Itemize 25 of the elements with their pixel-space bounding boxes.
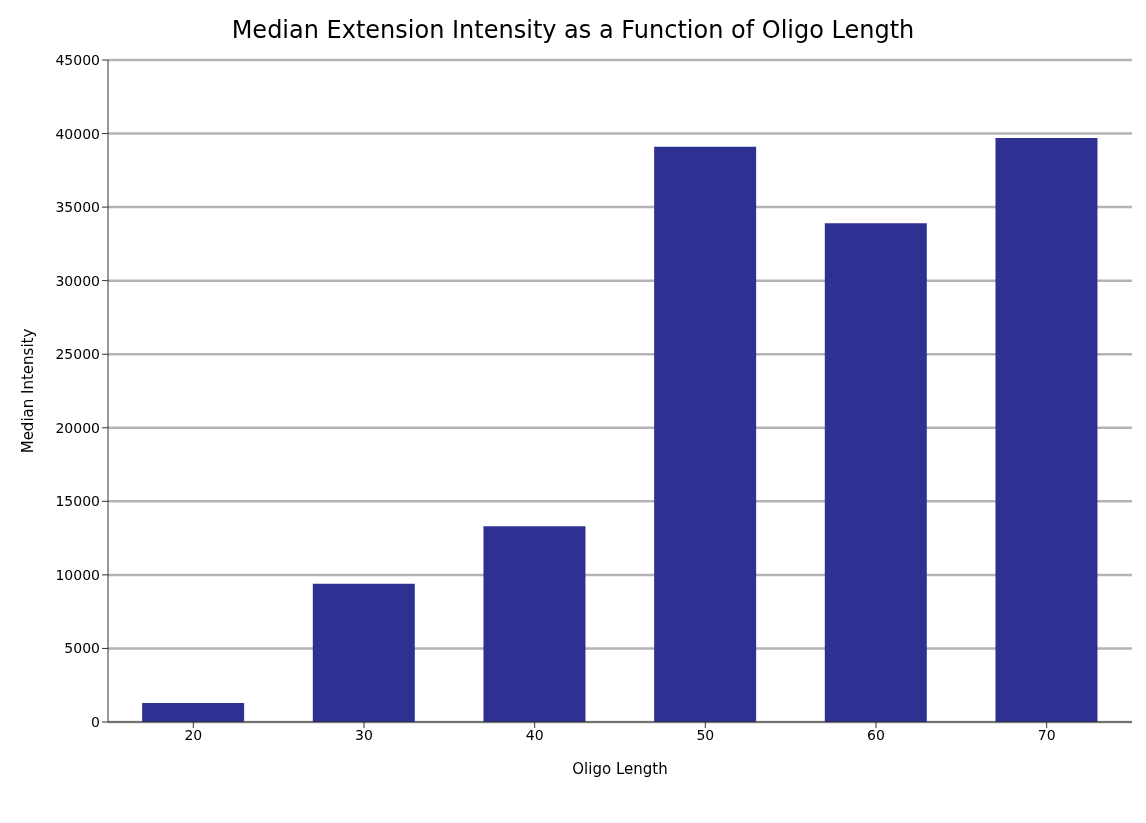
bar: [142, 702, 245, 722]
x-tick-label: 50: [696, 726, 715, 743]
x-tick-label: 60: [867, 726, 885, 743]
y-tick-label: 0: [91, 713, 100, 730]
x-tick-label: 70: [1037, 726, 1056, 743]
x-tick-label: 30: [355, 726, 373, 743]
y-tick-label: 20000: [55, 419, 100, 436]
x-tick-label: 40: [525, 726, 544, 743]
y-tick-label: 30000: [55, 272, 100, 289]
y-tick-label: 45000: [55, 51, 100, 68]
y-axis-title: Median Intensity: [19, 328, 38, 454]
y-tick-label: 25000: [55, 346, 100, 363]
bar: [654, 146, 757, 722]
bar: [483, 526, 586, 722]
x-axis-title: Oligo Length: [572, 760, 668, 778]
y-tick-label: 35000: [55, 199, 100, 216]
y-tick-label: 15000: [55, 493, 100, 510]
bar: [995, 137, 1098, 722]
bar: [824, 223, 927, 722]
y-tick-label: 40000: [55, 125, 100, 142]
y-tick-label: 5000: [64, 640, 100, 657]
x-tick-label: 20: [184, 726, 203, 743]
bar: [312, 583, 415, 722]
chart-title: Median Extension Intensity as a Function of Oligo Length: [230, 15, 916, 46]
y-tick-label: 10000: [55, 566, 100, 583]
